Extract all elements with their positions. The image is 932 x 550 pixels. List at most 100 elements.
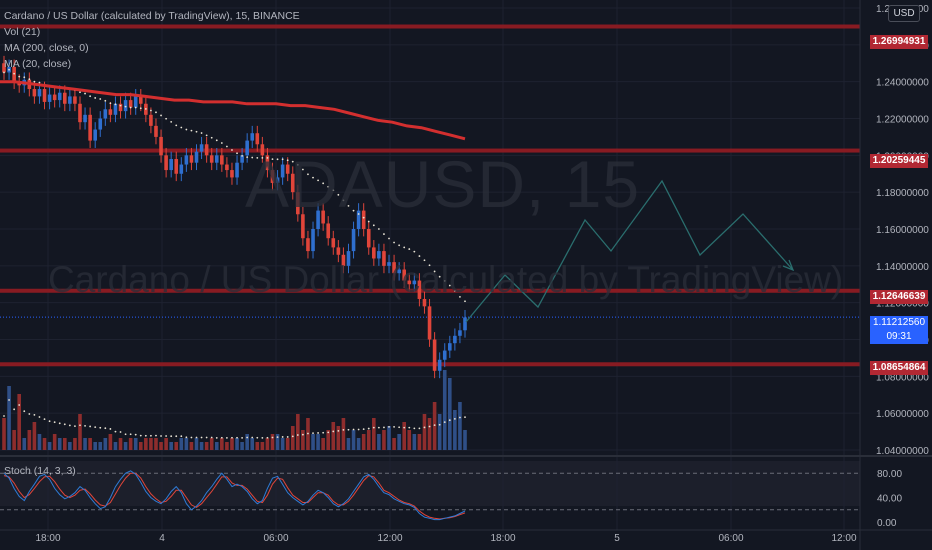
candle [458, 330, 462, 336]
candle [306, 238, 310, 252]
volume-bar [98, 442, 103, 450]
legend-ma20[interactable]: MA (20, close) [4, 58, 72, 70]
ma20-dot [139, 107, 142, 110]
candle [78, 103, 82, 123]
volume-bar [225, 442, 229, 450]
volume-bar [214, 442, 219, 450]
volume-bar [412, 434, 417, 450]
ma20-dot [266, 157, 269, 159]
legend-symbol[interactable]: Cardano / US Dollar (calculated by Tradi… [4, 10, 300, 22]
ma20-dot [33, 80, 36, 83]
volume-ma-dot [226, 437, 228, 439]
ma20-dot [276, 158, 279, 161]
price-tick-label: 1.12000000 [876, 299, 929, 310]
candle [214, 155, 219, 163]
legend-volume[interactable]: Vol (21) [4, 26, 41, 38]
volume-ma-dot [332, 430, 335, 433]
volume-ma-dot [8, 399, 10, 401]
candle [412, 280, 417, 285]
candle [103, 109, 108, 119]
price-tick-label: 1.18000000 [876, 188, 929, 199]
volume-ma-dot [160, 435, 162, 437]
volume-ma-dot [139, 434, 142, 437]
volume-bar [260, 442, 265, 450]
volume-bar [78, 414, 82, 450]
volume-ma-dot [129, 433, 132, 436]
volume-ma-dot [165, 435, 168, 437]
candle [235, 162, 239, 178]
candle [270, 170, 275, 183]
candle [280, 164, 285, 178]
candle [225, 164, 229, 171]
candle [316, 210, 320, 229]
chart-legend: Cardano / US Dollar (calculated by Tradi… [4, 8, 300, 72]
volume-ma-dot [114, 430, 117, 433]
stoch-legend[interactable]: Stoch (14, 3, 3) [4, 465, 76, 477]
ma20-dot [453, 289, 456, 292]
volume-bar [230, 438, 234, 450]
volume-bar [346, 438, 351, 450]
candle [351, 229, 356, 252]
volume-bar [351, 430, 356, 450]
volume-ma-dot [195, 436, 198, 439]
candle [377, 251, 381, 259]
stoch-tick-label: 40.00 [877, 494, 902, 505]
volume-ma-dot [377, 426, 380, 429]
candle [83, 114, 87, 123]
ma20-dot [261, 157, 264, 159]
volume-ma-dot [68, 424, 71, 427]
volume-bar [32, 422, 37, 450]
candle [189, 155, 194, 163]
volume-bar [184, 438, 189, 450]
candle [442, 350, 447, 360]
candle [336, 247, 341, 255]
ma20-dot [251, 156, 254, 159]
volume-ma-dot [342, 429, 345, 431]
ma20-dot [332, 189, 335, 192]
volume-bar [2, 418, 6, 450]
candle [321, 210, 325, 224]
volume-bar [123, 442, 128, 450]
volume-bar [68, 442, 72, 450]
price-tick-label: 1.14000000 [876, 262, 929, 273]
ma20-dot [342, 199, 345, 202]
volume-bar [149, 438, 153, 450]
candle [361, 210, 366, 229]
stoch-k-line [3, 470, 466, 521]
ma20-dot [134, 106, 137, 109]
volume-bar [113, 442, 118, 450]
ma20-dot [388, 237, 390, 240]
ma20-dot [327, 185, 330, 188]
volume-ma-dot [38, 416, 41, 418]
candle [382, 251, 386, 266]
currency-button[interactable]: USD [888, 5, 920, 22]
candle [427, 306, 432, 340]
volume-bar [422, 414, 427, 450]
volume-ma-dot [383, 426, 385, 429]
volume-bar [52, 434, 57, 450]
volume-ma-dot [393, 425, 395, 428]
time-tick-label: 12:00 [377, 533, 402, 544]
ma20-dot [377, 228, 380, 230]
volume-ma-dot [84, 424, 86, 427]
candle [260, 144, 265, 156]
legend-ma200[interactable]: MA (200, close, 0) [4, 42, 89, 54]
ma20-dot [286, 159, 289, 162]
volume-ma-dot [418, 427, 421, 430]
volume-ma-dot [236, 436, 238, 439]
candle [387, 262, 391, 266]
volume-bar [331, 422, 336, 450]
volume-bar [62, 438, 67, 450]
volume-bar [356, 438, 361, 450]
volume-bar [133, 438, 138, 450]
volume-bar [118, 438, 123, 450]
volume-bar [240, 442, 244, 450]
ma20-dot [3, 71, 5, 74]
volume-ma-dot [79, 424, 81, 427]
volume-bar [397, 434, 401, 450]
candle [93, 129, 97, 141]
candle [296, 192, 300, 215]
ma20-dot [413, 250, 416, 253]
candle [47, 94, 52, 102]
